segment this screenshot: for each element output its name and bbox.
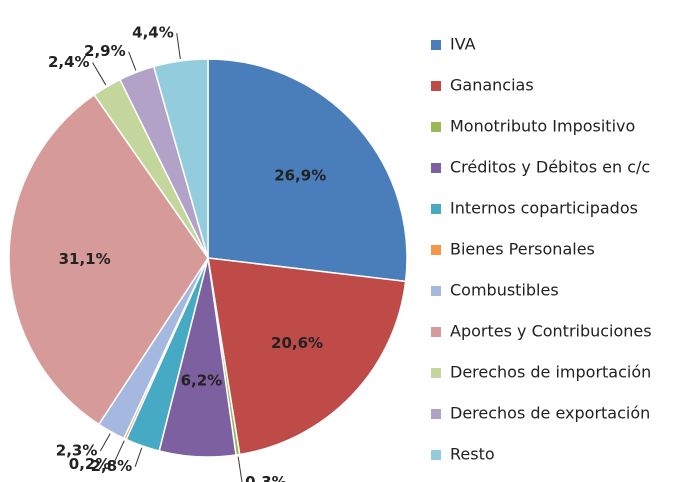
data-label: 0,3% bbox=[245, 473, 287, 482]
data-label: 0,2% bbox=[69, 455, 111, 473]
legend-swatch bbox=[431, 245, 441, 255]
pie-slice bbox=[207, 58, 408, 283]
pie-slice bbox=[207, 257, 407, 456]
legend-label: IVA bbox=[450, 35, 476, 54]
data-label: 20,6% bbox=[271, 334, 323, 352]
data-label: 2,4% bbox=[48, 53, 90, 71]
legend-label: Combustibles bbox=[450, 281, 559, 300]
data-label: 4,4% bbox=[132, 24, 174, 42]
leader-line bbox=[176, 33, 181, 59]
legend-swatch bbox=[431, 450, 441, 460]
legend-label: Resto bbox=[450, 445, 495, 464]
data-label: 31,1% bbox=[59, 250, 111, 268]
data-label: 26,9% bbox=[274, 167, 326, 185]
legend-swatch bbox=[431, 368, 441, 378]
legend-swatch bbox=[431, 409, 441, 419]
pie-slice bbox=[8, 93, 209, 426]
legend-label: Derechos de exportación bbox=[450, 404, 650, 423]
pie-slice bbox=[152, 58, 209, 259]
legend-swatch bbox=[431, 327, 441, 337]
legend-swatch bbox=[431, 286, 441, 296]
leader-line bbox=[112, 440, 125, 465]
legend-swatch bbox=[431, 40, 441, 50]
leader-line bbox=[99, 433, 111, 452]
legend-label: Derechos de importación bbox=[450, 363, 651, 382]
data-label: 2,3% bbox=[56, 442, 98, 460]
legend-label: Internos coparticipados bbox=[450, 199, 638, 218]
legend-swatch bbox=[431, 122, 441, 132]
legend-swatch bbox=[431, 204, 441, 214]
data-label: 2,8% bbox=[91, 457, 133, 475]
legend-swatch bbox=[431, 163, 441, 173]
legend-label: Bienes Personales bbox=[450, 240, 595, 259]
legend-label: Monotributo Impositivo bbox=[450, 117, 635, 136]
data-label: 6,2% bbox=[181, 372, 223, 390]
leader-line bbox=[237, 456, 243, 482]
legend-label: Ganancias bbox=[450, 76, 534, 95]
legend-swatch bbox=[431, 81, 441, 91]
data-label: 2,9% bbox=[84, 42, 126, 60]
legend-label: Aportes y Contribuciones bbox=[450, 322, 652, 341]
leader-line bbox=[134, 447, 143, 467]
leader-line bbox=[128, 51, 137, 71]
leader-line bbox=[92, 62, 107, 86]
legend-label: Créditos y Débitos en c/c bbox=[450, 158, 650, 177]
